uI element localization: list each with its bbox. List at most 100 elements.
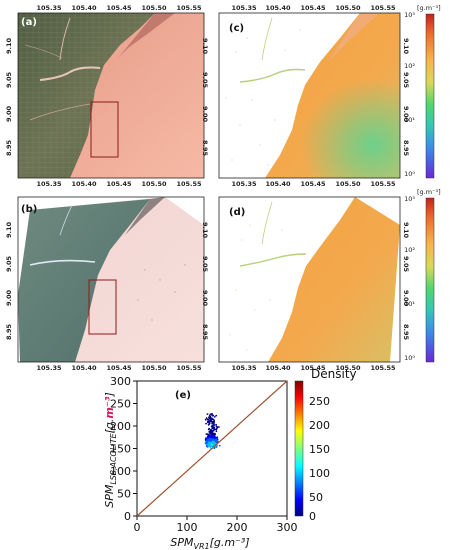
- cb-bot-tick-1: 10²: [404, 246, 415, 254]
- y-tick-50: 50: [117, 488, 131, 501]
- cb-bot-tick-3: 10⁰: [404, 354, 415, 362]
- density-tick-0: 0: [309, 510, 316, 523]
- c-lat-out-1: 9.05: [402, 72, 410, 89]
- scatter-point: [205, 440, 208, 443]
- b-lon-bot-0: 105.35: [36, 364, 62, 372]
- scatter-point: [209, 447, 212, 449]
- scatter-point: [213, 422, 216, 424]
- y-axis-label: SPMLS8,ACOLITE[g.m⁻³]: [103, 392, 118, 508]
- c-lat-in-3: 8.95: [201, 140, 209, 157]
- c-lon-top-0: 105.35: [231, 4, 257, 12]
- x-tick-1: 100: [177, 521, 198, 534]
- scatter-point: [211, 431, 214, 434]
- y-tick-0: 0: [124, 510, 131, 523]
- scatter-point: [210, 420, 213, 423]
- scatter-point: [209, 413, 212, 416]
- scatter-point: [214, 437, 216, 440]
- scatter-point: [218, 426, 220, 428]
- scatter-point: [208, 419, 211, 422]
- x-tick-3: 300: [277, 521, 298, 534]
- scatter-point: [207, 443, 210, 446]
- panel-b-label: (b): [21, 204, 37, 215]
- a-lat-3: 8.95: [5, 140, 13, 157]
- study-area-box-b: [88, 279, 117, 335]
- scatter-point: [208, 441, 211, 444]
- a-lon-bot-1: 105.40: [71, 180, 97, 188]
- d-lat-out-1: 9.05: [402, 256, 410, 273]
- density-tick-200: 200: [309, 419, 330, 432]
- scatter-point: [214, 439, 217, 441]
- scatter-point: [210, 433, 213, 436]
- scatter-point: [210, 443, 213, 446]
- scatter-point: [212, 432, 215, 435]
- scatter-point: [207, 420, 210, 422]
- b-lon-bot-3: 105.50: [141, 364, 167, 372]
- y-tick-300: 300: [110, 375, 131, 388]
- b-lon-bot-1: 105.40: [71, 364, 97, 372]
- colorbar-top: [g.m⁻³] 10³ 10² 10¹ 10⁰: [404, 4, 441, 179]
- scatter-point: [209, 432, 212, 435]
- c-lat-out-3: 8.95: [402, 140, 410, 157]
- scatter-point: [206, 413, 209, 415]
- scatter-panel-e: (e) 0 100 200 300 300 250 200 150 100: [103, 367, 357, 550]
- scatter-point: [208, 439, 211, 442]
- c-lon-top-1: 105.40: [265, 4, 291, 12]
- scatter-point: [218, 444, 221, 447]
- d-lat-out-3: 8.95: [402, 324, 410, 341]
- a-lon-top-1: 105.40: [71, 4, 97, 12]
- panel-c-label: (c): [229, 23, 244, 34]
- scatter-point: [213, 416, 216, 418]
- density-tick-100: 100: [309, 467, 330, 480]
- scatter-point: [212, 441, 215, 443]
- d-lon-bot-3: 105.50: [335, 364, 361, 372]
- scatter-point: [207, 428, 210, 431]
- map-panel-b: (b) 105.35 105.40 105.45 105.50 105.55 9…: [5, 196, 205, 372]
- scatter-point: [209, 429, 212, 432]
- cb-bot-unit: [g.m⁻³]: [417, 188, 441, 196]
- one-to-one-line: [136, 380, 288, 517]
- a-lon-bot-0: 105.35: [36, 180, 62, 188]
- d-lat-in-2: 9.00: [201, 290, 209, 307]
- scatter-point: [212, 418, 215, 421]
- c-lon-bot-3: 105.50: [335, 180, 361, 188]
- cb-top-tick-3: 10⁰: [404, 170, 415, 178]
- a-lon-top-2: 105.45: [106, 4, 132, 12]
- scatter-point: [215, 423, 218, 426]
- scatter-point: [212, 443, 215, 446]
- scatter-y-ticks: 300 250 200 150 100 50 0: [110, 375, 137, 523]
- scatter-point: [211, 427, 214, 429]
- c-lat-out-2: 9.00: [402, 106, 410, 123]
- cb-top-tick-0: 10³: [404, 11, 415, 19]
- cb-bot-tick-0: 10³: [404, 195, 415, 203]
- d-lon-bot-1: 105.40: [265, 364, 291, 372]
- y-tick-200: 200: [110, 420, 131, 433]
- scatter-point: [205, 417, 208, 420]
- scatter-point: [215, 414, 218, 417]
- map-panel-a: (a) 105.35 105.40 105.45 105.50 105.55 1…: [5, 4, 205, 188]
- map-panel-c: (c) 105.35 105.40 105.45 105.50 105.55 1…: [201, 4, 410, 188]
- scatter-point: [215, 430, 218, 433]
- c-lon-bot-1: 105.40: [265, 180, 291, 188]
- panel-d-label: (d): [229, 207, 245, 218]
- y-tick-250: 250: [110, 398, 131, 411]
- scatter-point: [205, 433, 208, 435]
- x-tick-0: 0: [134, 521, 141, 534]
- c-lon-bot-0: 105.35: [231, 180, 257, 188]
- scatter-point: [207, 437, 210, 440]
- d-lat-out-0: 9.10: [402, 222, 410, 239]
- a-lat-0: 9.10: [5, 38, 13, 55]
- scatter-point: [204, 438, 207, 441]
- a-lat-1: 9.05: [5, 72, 13, 89]
- panel-a-label: (a): [21, 17, 37, 28]
- a-lon-top-4: 105.55: [176, 4, 202, 12]
- c-lat-out-0: 9.10: [402, 38, 410, 55]
- scatter-point: [209, 442, 211, 445]
- x-tick-2: 200: [227, 521, 248, 534]
- scatter-point: [211, 438, 214, 441]
- b-lat-0: 9.10: [5, 222, 13, 239]
- y-tick-150: 150: [110, 443, 131, 456]
- scatter-point: [206, 446, 209, 448]
- scatter-point: [204, 418, 207, 421]
- c-lat-in-0: 9.10: [201, 38, 209, 55]
- study-area-box-a: [90, 101, 119, 158]
